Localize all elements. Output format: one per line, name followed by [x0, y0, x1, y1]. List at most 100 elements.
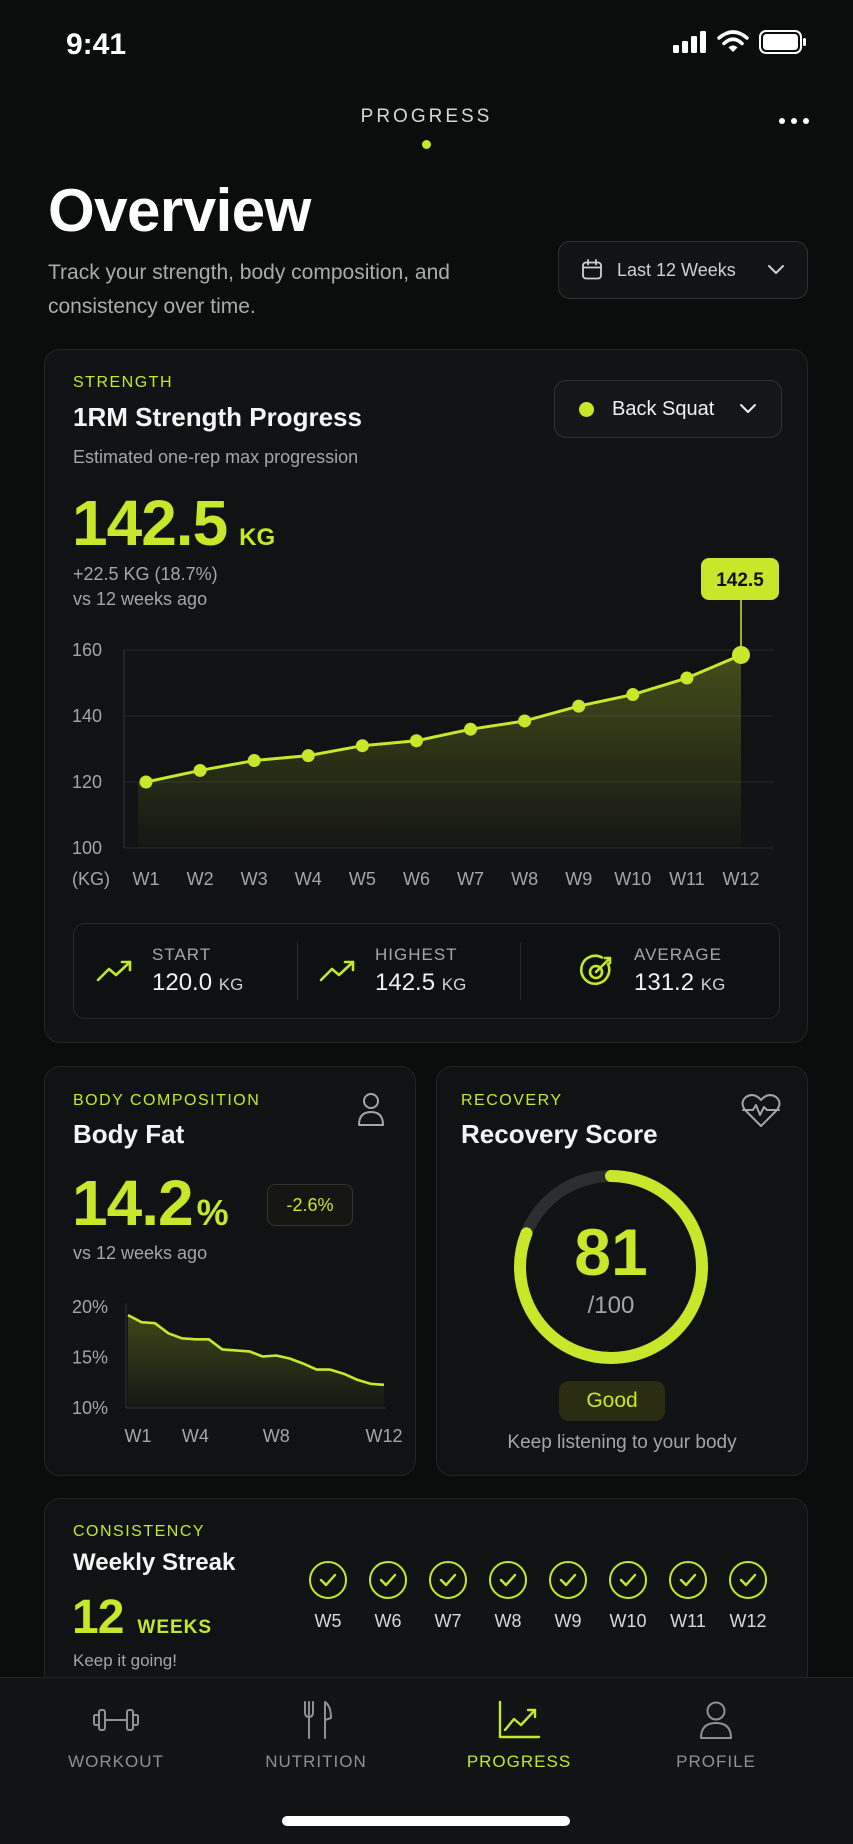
bodyfat-line [127, 1313, 385, 1387]
dumbbell-icon [93, 1709, 139, 1731]
streak-unit: WEEKS [137, 1617, 213, 1638]
person-icon [358, 1093, 384, 1126]
chevron-down-icon [740, 404, 756, 413]
date-range-dropdown[interactable]: Last 12 Weeks [558, 241, 808, 299]
y-tick-label: 160 [72, 640, 102, 660]
person-icon [700, 1701, 732, 1739]
more-options-button[interactable] [779, 118, 809, 124]
tooltip-value: 142.5 [716, 570, 764, 591]
strength-stats: START 120.0 KG HIGHEST 142.5 KG AVERAGE … [73, 923, 780, 1019]
body-caption: vs 12 weeks ago [73, 1243, 208, 1263]
y-tick-label: 20% [72, 1297, 108, 1317]
body-eyebrow: BODY COMPOSITION [73, 1092, 261, 1109]
streak-value-row: 12 WEEKS [72, 1590, 212, 1645]
strength-point [139, 775, 153, 789]
heart-rate-icon [741, 1094, 781, 1127]
check-circle-icon [609, 1561, 647, 1599]
calendar-icon [582, 259, 602, 280]
recovery-title: Recovery Score [461, 1119, 658, 1149]
strength-point [355, 739, 369, 753]
x-tick-label: W12 [365, 1426, 402, 1446]
recovery-status-badge: Good [559, 1381, 665, 1421]
header-indicator [422, 140, 431, 149]
x-tick-label: W12 [722, 869, 759, 889]
bodyfat-chart: 20% 15% 10% W1 W4 W8 W12 [72, 1297, 403, 1446]
y-tick-label: 10% [72, 1398, 108, 1418]
streak-week: W6 [362, 1561, 414, 1632]
strength-point [193, 763, 207, 777]
streak-week: W5 [302, 1561, 354, 1632]
status-time: 9:41 [66, 28, 127, 61]
tab-profile[interactable]: PROFILE [636, 1700, 796, 1772]
more-icon [779, 118, 785, 124]
check-circle-icon [489, 1561, 527, 1599]
consistency-title: Weekly Streak [73, 1549, 236, 1576]
stat-start: START 120.0 KG [74, 924, 297, 1018]
tab-progress[interactable]: PROGRESS [439, 1700, 599, 1772]
recovery-max: /100 [587, 1292, 635, 1319]
strength-point [409, 734, 423, 748]
check-circle-icon [549, 1561, 587, 1599]
tab-workout[interactable]: WORKOUT [36, 1700, 196, 1772]
recovery-score: 81 [574, 1215, 648, 1289]
streak-week-label: W7 [434, 1611, 462, 1631]
streak-week-label: W12 [729, 1611, 767, 1631]
x-tick-label: W5 [349, 869, 376, 889]
exercise-dropdown[interactable]: Back Squat [554, 380, 782, 438]
stat-highest-value: 142.5 KG [375, 969, 467, 996]
tab-progress-label: PROGRESS [466, 1752, 572, 1771]
x-tick-label: W8 [263, 1426, 290, 1446]
y-tick-label: 100 [72, 838, 102, 858]
tab-nutrition[interactable]: NUTRITION [236, 1700, 396, 1772]
bodyfat-area [128, 1315, 384, 1408]
strength-point [464, 722, 478, 736]
strength-point [626, 688, 640, 702]
tooltip-box [701, 558, 779, 600]
weekly-streak-row: W5 W6 W7 W8 W9 W10 W11 W12 [302, 1561, 774, 1632]
streak-week: W9 [542, 1561, 594, 1632]
battery-icon [759, 30, 806, 54]
stat-average: AVERAGE 131.2 KG [520, 924, 779, 1018]
strength-point [572, 699, 586, 713]
y-tick-label: 15% [72, 1348, 108, 1368]
x-tick-label: W8 [511, 869, 538, 889]
stat-start-value: 120.0 KG [152, 969, 244, 996]
streak-week-label: W10 [609, 1611, 647, 1631]
exercise-label: Back Squat [612, 397, 715, 420]
body-value-row: 14.2 % [72, 1166, 229, 1240]
recovery-gauge-arc [514, 1170, 708, 1364]
streak-week-label: W11 [670, 1611, 706, 1631]
tab-workout-label: WORKOUT [68, 1752, 164, 1771]
check-circle-icon [309, 1561, 347, 1599]
home-indicator [282, 1816, 570, 1826]
stat-highest: HIGHEST 142.5 KG [297, 924, 520, 1018]
chart-icon [498, 1700, 541, 1739]
trend-up-icon [96, 960, 132, 982]
strength-point [518, 714, 532, 728]
stat-highest-label: HIGHEST [375, 945, 458, 964]
streak-week: W8 [482, 1561, 534, 1632]
header-title: PROGRESS [360, 106, 493, 127]
streak-week: W10 [602, 1561, 654, 1632]
strength-chart: 160 140 120 100 (KG) W1 W2 W3 W4 W5 W6 W7 W8 W9 W10 W11… [72, 558, 779, 889]
strength-value-row: 142.5 KG [72, 486, 275, 560]
x-tick-label: W7 [457, 869, 484, 889]
stat-average-label: AVERAGE [634, 945, 722, 964]
page-subtitle: Track your strength, body composition, a… [48, 261, 450, 318]
consistency-eyebrow: CONSISTENCY [73, 1523, 206, 1540]
stat-average-value: 131.2 KG [634, 969, 726, 996]
body-title: Body Fat [73, 1119, 185, 1149]
x-tick-label: W1 [133, 869, 160, 889]
x-tick-label: W6 [403, 869, 430, 889]
streak-week: W11 [662, 1561, 714, 1632]
strength-unit: KG [239, 524, 276, 551]
streak-week-label: W5 [314, 1611, 342, 1631]
body-delta-badge: -2.6% [267, 1184, 353, 1226]
check-circle-icon [669, 1561, 707, 1599]
body-unit: % [196, 1192, 229, 1233]
tab-nutrition-label: NUTRITION [265, 1752, 367, 1771]
strength-area [138, 654, 741, 848]
fork-knife-icon [304, 1701, 332, 1739]
signal-icon [673, 31, 706, 53]
exercise-color-dot [579, 401, 594, 417]
